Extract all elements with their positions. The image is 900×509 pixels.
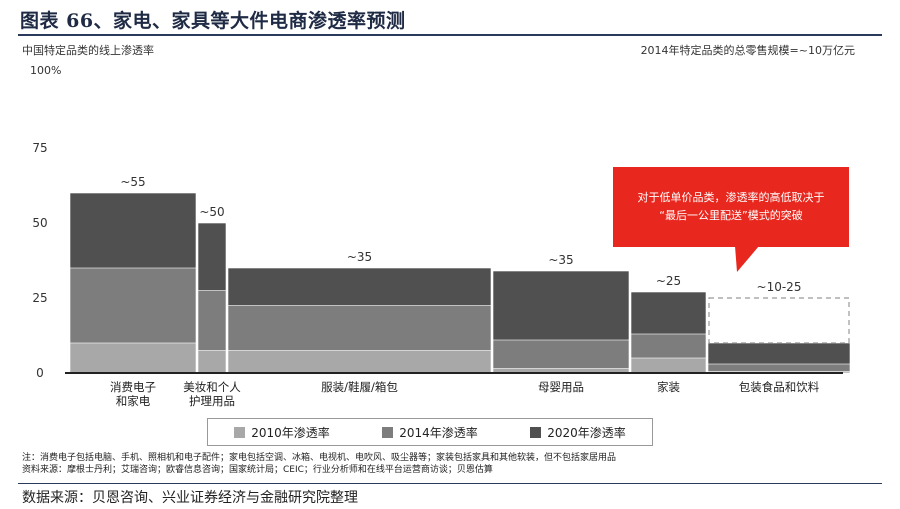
category-label: 包装食品和饮料	[739, 380, 820, 394]
legend-label-2010: 2010年渗透率	[251, 425, 330, 440]
y-tick-label: 75	[32, 141, 47, 155]
y-axis-top-label: 100%	[30, 64, 62, 77]
y-tick-label: 50	[32, 216, 47, 230]
category-label: 护理用品	[189, 394, 235, 408]
page-title: 图表 66、家电、家具等大件电商渗透率预测	[20, 10, 406, 32]
legend-swatch-2020	[530, 426, 542, 438]
category-label: 家装	[657, 380, 680, 394]
sources-line: 资料来源：摩根士丹利；艾瑞咨询；欧睿信息咨询；国家统计局；CEIC；行业分析师和…	[22, 465, 493, 475]
data-label-2020: ~50	[199, 205, 224, 219]
footer-divider	[18, 483, 882, 484]
callout-line-2: “最后一公里配送”模式的突破	[659, 209, 803, 222]
legend-swatch-2010	[234, 426, 246, 438]
data-label-2020: ~55	[120, 175, 145, 189]
chart-legend: 2010年渗透率 2014年渗透率 2020年渗透率	[207, 418, 653, 446]
data-source: 数据来源：贝恩咨询、兴业证券经济与金融研究院整理	[22, 490, 358, 506]
legend-swatch-2014	[382, 426, 394, 438]
note-line: 注：消费电子包括电脑、手机、照相机和电子配件；家电包括空调、冰箱、电视机、电吹风…	[22, 453, 617, 463]
legend-item-2010: 2010年渗透率	[234, 424, 330, 441]
callout-pointer	[735, 246, 759, 272]
data-label-2020: ~35	[347, 250, 372, 264]
data-label-2020: ~35	[548, 253, 573, 267]
bar-2010	[197, 350, 227, 374]
category-label: 母婴用品	[538, 380, 584, 394]
bar-2010	[69, 342, 197, 374]
legend-label-2020: 2020年渗透率	[547, 425, 626, 440]
chart-subtitle-left: 中国特定品类的线上渗透率	[22, 44, 154, 57]
chart-notes: 注：消费电子包括电脑、手机、照相机和电子配件；家电包括空调、冰箱、电视机、电吹风…	[22, 452, 616, 476]
y-tick-label: 25	[32, 291, 47, 305]
bar-2010	[227, 350, 492, 374]
legend-item-2020: 2020年渗透率	[530, 424, 626, 441]
category-label: 服装/鞋履/箱包	[321, 380, 398, 394]
title-divider	[18, 34, 882, 36]
data-label-2020: ~25	[656, 274, 681, 288]
bar-2014	[492, 339, 630, 374]
category-label: 和家电	[116, 394, 151, 408]
data-label-2020: ~10-25	[757, 280, 802, 294]
chart-subtitle-right: 2014年特定品类的总零售规模=~10万亿元	[640, 44, 855, 57]
callout-box: 对于低单价品类，渗透率的高低取决于 “最后一公里配送”模式的突破	[613, 167, 849, 247]
callout-line-1: 对于低单价品类，渗透率的高低取决于	[637, 191, 825, 204]
category-label: 美妆和个人	[183, 380, 241, 394]
y-tick-label: 0	[36, 366, 44, 380]
legend-label-2014: 2014年渗透率	[399, 425, 478, 440]
category-label: 消费电子	[110, 380, 156, 394]
legend-item-2014: 2014年渗透率	[382, 424, 478, 441]
bar-2020-upper-range	[708, 297, 850, 344]
bar-2010	[630, 357, 707, 374]
